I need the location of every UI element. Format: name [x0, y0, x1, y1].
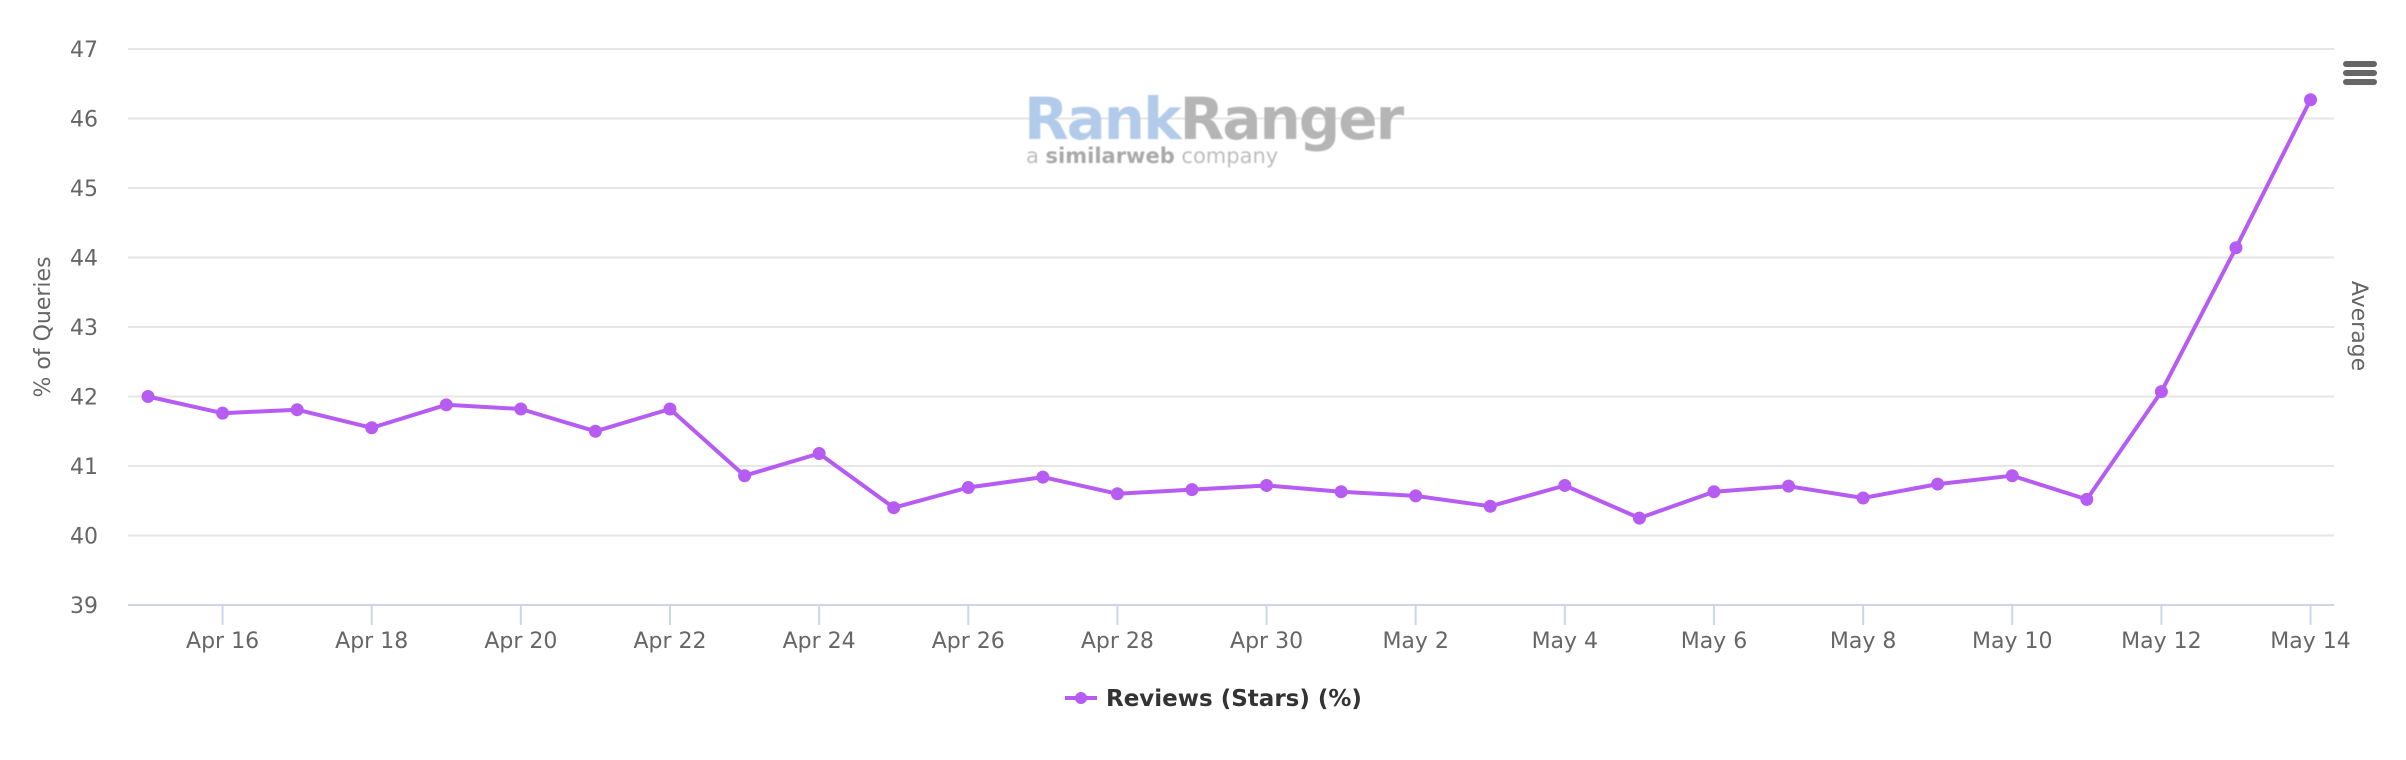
y-tick-label: 39	[70, 594, 98, 619]
x-tick-label: Apr 28	[1081, 629, 1154, 654]
data-point-marker[interactable]	[812, 446, 826, 460]
data-point-marker[interactable]	[1409, 489, 1423, 503]
data-point-marker[interactable]	[290, 403, 304, 417]
data-point-marker[interactable]	[1334, 485, 1348, 499]
x-tick-label: May 14	[2270, 629, 2350, 654]
x-tick-label: May 8	[1830, 629, 1896, 654]
chart-context-menu-button[interactable]	[2336, 52, 2384, 94]
data-point-marker[interactable]	[365, 421, 379, 435]
x-tick-label: Apr 22	[633, 629, 706, 654]
data-point-marker[interactable]	[1260, 478, 1274, 492]
x-tick-label: Apr 20	[484, 629, 557, 654]
data-point-marker[interactable]	[1707, 485, 1721, 499]
data-point-marker[interactable]	[514, 402, 528, 416]
data-point-marker[interactable]	[439, 398, 453, 412]
data-point-marker[interactable]	[887, 501, 901, 515]
hamburger-menu-icon-bar	[2343, 79, 2377, 85]
data-point-marker[interactable]	[2154, 385, 2168, 399]
data-point-marker[interactable]	[1931, 477, 1945, 491]
data-point-marker[interactable]	[663, 402, 677, 416]
y-tick-label: 42	[70, 386, 98, 411]
legend-marker-icon	[1075, 692, 1087, 704]
data-point-marker[interactable]	[588, 424, 602, 438]
hamburger-menu-icon-bar	[2343, 70, 2377, 76]
data-point-marker[interactable]	[2005, 469, 2019, 483]
y-tick-label: 40	[70, 525, 98, 550]
y-tick-label: 41	[70, 455, 98, 480]
x-tick-label: May 12	[2121, 629, 2201, 654]
x-tick-label: Apr 24	[783, 629, 856, 654]
legend-item-label[interactable]: Reviews (Stars) (%)	[1106, 686, 1362, 712]
data-point-marker[interactable]	[216, 406, 230, 420]
data-point-marker[interactable]	[2080, 492, 2094, 506]
data-point-marker[interactable]	[1558, 478, 1572, 492]
data-point-marker[interactable]	[1782, 479, 1796, 493]
y-tick-label: 43	[70, 316, 98, 341]
x-tick-label: May 10	[1972, 629, 2052, 654]
y-axis-labels: 39 40 41 42 43 44 45 46 47	[70, 38, 98, 619]
x-tick-label: May 6	[1681, 629, 1747, 654]
data-point-marker[interactable]	[1036, 470, 1050, 484]
series-reviews-stars[interactable]	[141, 93, 2318, 525]
data-point-marker[interactable]	[961, 481, 975, 495]
x-tick-label: Apr 26	[932, 629, 1005, 654]
y-tick-label: 46	[70, 108, 98, 133]
data-point-marker[interactable]	[1632, 511, 1646, 525]
data-point-marker[interactable]	[1185, 483, 1199, 497]
x-tick-label: Apr 18	[335, 629, 408, 654]
x-axis: Apr 16 Apr 18 Apr 20 Apr 22 Apr 24 Apr 26 Apr …	[128, 604, 2351, 654]
data-point-marker[interactable]	[1483, 499, 1497, 513]
data-point-marker[interactable]	[2229, 241, 2243, 255]
right-axis-title: Average	[2346, 281, 2371, 371]
y-tick-label: 47	[70, 38, 98, 63]
y-axis-title: % of Queries	[31, 256, 56, 397]
hamburger-menu-icon	[2343, 61, 2377, 67]
data-point-marker[interactable]	[1110, 487, 1124, 501]
series-line[interactable]	[146, 97, 2313, 521]
legend[interactable]: Reviews (Stars) (%)	[1065, 686, 1362, 712]
data-point-marker[interactable]	[141, 390, 155, 403]
data-point-marker[interactable]	[738, 469, 752, 483]
y-tick-label: 44	[70, 247, 98, 272]
y-gridlines	[128, 48, 2334, 537]
x-tick-label: May 4	[1532, 629, 1598, 654]
y-tick-label: 45	[70, 177, 98, 202]
data-point-marker[interactable]	[1856, 491, 1870, 505]
x-tick-label: Apr 16	[186, 629, 259, 654]
data-point-marker[interactable]	[2304, 93, 2318, 107]
x-tick-label: Apr 30	[1230, 629, 1303, 654]
x-tick-label: May 2	[1382, 629, 1448, 654]
